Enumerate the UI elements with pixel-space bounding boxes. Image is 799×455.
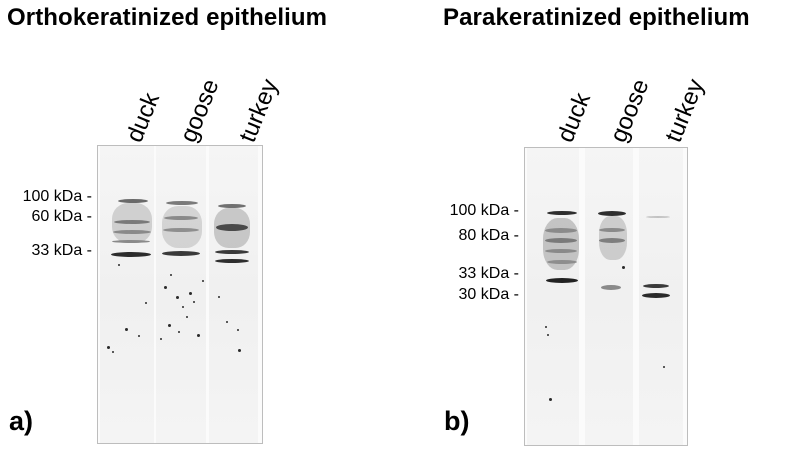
lane-label-turkey: turkey <box>234 75 284 147</box>
marker-33kda: 33 kDa - <box>31 242 92 259</box>
blot-speck <box>145 302 147 304</box>
blot-speck <box>197 334 200 337</box>
blot-speck <box>112 351 114 353</box>
panel-a-title: Orthokeratinized epithelium <box>7 4 328 31</box>
blot-b-turkey-band-30 <box>642 293 670 298</box>
blot-speck <box>189 292 192 295</box>
blot-b-goose-band-33 <box>601 285 621 290</box>
blot-b-turkey-band-100 <box>646 216 670 218</box>
blot-a-duck-band-100 <box>118 199 148 203</box>
blot-speck <box>170 274 172 276</box>
blot-speck <box>125 328 128 331</box>
lane-label-turkey: turkey <box>660 75 710 147</box>
blot-speck <box>663 366 665 368</box>
blot-a-duck-band-60 <box>114 220 150 224</box>
panel-a: Orthokeratinized epithelium duck goose t… <box>0 0 399 455</box>
blot-b-duck-band-90 <box>545 228 577 233</box>
blot-b-lane-goose <box>585 148 633 445</box>
blot-speck <box>193 301 195 303</box>
blot-speck <box>547 334 549 336</box>
blot-speck <box>622 266 625 269</box>
blot-b-goose-band-100 <box>598 211 626 216</box>
blot-a-goose-band-60 <box>164 216 198 220</box>
blot-b-duck-band-80 <box>545 238 577 243</box>
blot-speck <box>202 280 204 282</box>
blot-a-duck-band-50 <box>113 230 151 234</box>
blot-b-lane-duck <box>527 148 579 445</box>
lane-label-duck: duck <box>121 88 166 147</box>
blot-speck <box>182 306 184 308</box>
blot-speck <box>226 321 228 323</box>
lane-label-goose: goose <box>605 75 655 147</box>
marker-33kda: 33 kDa - <box>458 265 519 282</box>
lane-label-goose: goose <box>175 75 225 147</box>
blot-speck <box>238 349 241 352</box>
blot-b-duck-band-45 <box>547 260 577 264</box>
panel-b-title: Parakeratinized epithelium <box>443 4 750 31</box>
blot-a-turkey-band-35 <box>215 250 249 254</box>
marker-100kda: 100 kDa - <box>22 188 92 205</box>
blot-a-duck-band-40 <box>112 240 150 243</box>
marker-60kda: 60 kDa - <box>31 208 92 225</box>
blot-b-turkey-band-33 <box>643 284 669 288</box>
blot-a-duck-band-33 <box>111 252 151 257</box>
blot-speck <box>545 326 547 328</box>
blot-speck <box>160 338 162 340</box>
blot-b-duck-band-60 <box>545 249 577 253</box>
blot-speck <box>178 331 180 333</box>
blot-a-goose-band-50 <box>163 228 199 232</box>
blot-a-goose-smear <box>162 206 202 248</box>
marker-80kda: 80 kDa - <box>458 227 519 244</box>
blot-speck <box>118 264 120 266</box>
blot-speck <box>168 324 171 327</box>
panel-b-label: b) <box>444 406 470 436</box>
blot-speck <box>218 296 220 298</box>
blot-b-duck-band-100 <box>547 211 577 215</box>
blot-b-goose-band-80 <box>599 238 625 243</box>
blot-a-turkey-band-33 <box>215 259 249 263</box>
blot-b-goose-band-90 <box>599 228 625 232</box>
panel-b: Parakeratinized epithelium duck goose tu… <box>400 0 799 455</box>
blot-speck <box>237 329 239 331</box>
blot-speck <box>138 335 140 337</box>
blot-b-duck-band-33 <box>546 278 578 283</box>
blot-speck <box>176 296 179 299</box>
panel-a-label: a) <box>9 406 34 436</box>
lane-label-duck: duck <box>552 88 597 147</box>
blot-speck <box>107 346 110 349</box>
blot-speck <box>164 286 167 289</box>
blot-a-goose-band-100 <box>166 201 198 205</box>
blot-a-turkey-band-100 <box>218 204 246 208</box>
blot-a-lane-goose <box>156 146 206 443</box>
blot-a-turkey-band-60 <box>216 224 248 231</box>
blot-a-lane-duck <box>100 146 154 443</box>
blot-b <box>524 147 688 446</box>
blot-speck <box>186 316 188 318</box>
blot-a-lane-turkey <box>209 146 258 443</box>
marker-100kda: 100 kDa - <box>449 202 519 219</box>
blot-speck <box>549 398 552 401</box>
blot-a-goose-band-33 <box>162 251 200 256</box>
blot-a <box>97 145 263 444</box>
marker-30kda: 30 kDa - <box>458 286 519 303</box>
